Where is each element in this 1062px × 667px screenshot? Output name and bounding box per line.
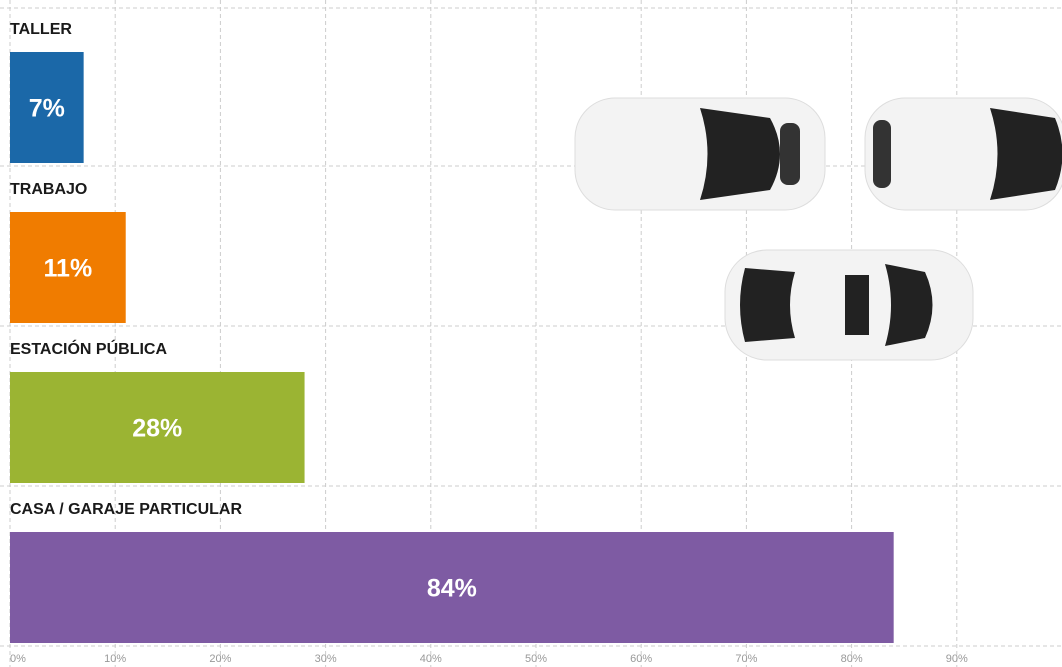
x-tick-label: 10% xyxy=(104,653,126,665)
bar xyxy=(10,52,84,163)
x-tick-label: 20% xyxy=(209,653,231,665)
cars xyxy=(574,97,1062,361)
category-label: TRABAJO xyxy=(10,181,87,198)
car xyxy=(724,249,974,361)
bar xyxy=(10,532,894,643)
x-tick-label: 90% xyxy=(946,653,968,665)
bar xyxy=(10,212,126,323)
car xyxy=(574,97,826,211)
category-label: ESTACIÓN PÚBLICA xyxy=(10,339,167,358)
x-tick-label: 30% xyxy=(315,653,337,665)
x-tick-label: 60% xyxy=(630,653,652,665)
x-tick-label: 0% xyxy=(10,653,26,665)
car xyxy=(864,97,1062,211)
x-tick-label: 80% xyxy=(841,653,863,665)
value-label: 7% xyxy=(29,95,65,123)
category-label: CASA / GARAJE PARTICULAR xyxy=(10,501,242,518)
x-tick-label: 40% xyxy=(420,653,442,665)
bars: TALLER 7% TRABAJO 11% ESTACIÓN PÚBLICA 28% CAS… xyxy=(10,21,894,643)
x-tick-label: 70% xyxy=(735,653,757,665)
value-label: 28% xyxy=(132,415,182,443)
category-label: TALLER xyxy=(10,21,72,38)
bar xyxy=(10,372,305,483)
x-tick-label: 50% xyxy=(525,653,547,665)
value-label: 84% xyxy=(427,575,477,603)
value-label: 11% xyxy=(44,255,93,283)
